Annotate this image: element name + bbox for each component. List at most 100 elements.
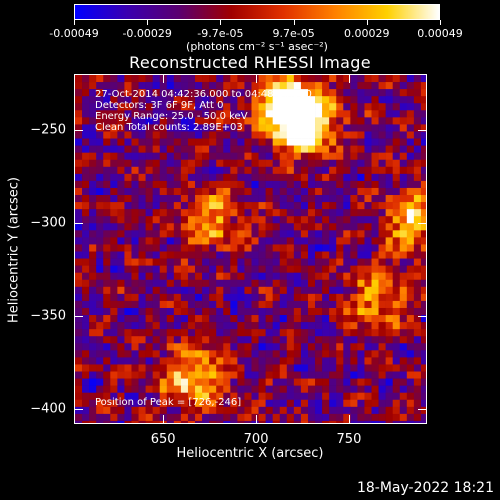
heatmap-cell — [329, 117, 337, 125]
heatmap-cell — [223, 286, 231, 295]
heatmap-cell — [166, 364, 175, 372]
heatmap-cell — [336, 350, 344, 358]
heatmap-cell — [230, 343, 238, 351]
heatmap-cell — [399, 406, 408, 415]
heatmap-cell — [258, 75, 266, 83]
heatmap-cell — [96, 364, 104, 372]
heatmap-cell — [399, 103, 408, 111]
heatmap-cell — [371, 230, 379, 238]
heatmap-cell — [322, 103, 330, 111]
heatmap-cell — [180, 364, 189, 372]
image-plot-area[interactable]: 27-Oct-2014 04:42:36.000 to 04:48:36.000… — [74, 74, 427, 424]
heatmap-cell — [364, 315, 372, 323]
heatmap-cell — [258, 406, 266, 415]
heatmap-cell — [138, 293, 146, 302]
heatmap-cell — [173, 392, 182, 401]
heatmap-cell — [166, 279, 175, 288]
heatmap-cell — [124, 187, 132, 196]
heatmap-cell — [244, 230, 252, 238]
heatmap-cell — [392, 293, 401, 302]
heatmap-cell — [378, 413, 386, 422]
heatmap-cell — [406, 230, 415, 238]
heatmap-cell — [371, 202, 379, 210]
heatmap-cell — [103, 329, 111, 337]
heatmap-cell — [322, 216, 330, 224]
heatmap-cell — [399, 286, 408, 295]
heatmap-cell — [216, 350, 224, 358]
heatmap-cell — [329, 343, 337, 351]
heatmap-cell — [237, 159, 245, 168]
heatmap-cell — [413, 272, 422, 281]
heatmap-cell — [152, 286, 161, 295]
heatmap-cell — [124, 350, 132, 358]
heatmap-cell — [82, 180, 90, 189]
heatmap-cell — [180, 420, 189, 423]
heatmap-cell — [96, 166, 104, 175]
heatmap-cell — [322, 131, 330, 139]
heatmap-cell — [145, 131, 153, 139]
heatmap-cell — [406, 286, 415, 295]
heatmap-cell — [159, 89, 168, 97]
heatmap-cell — [279, 110, 288, 118]
heatmap-cell — [159, 279, 168, 288]
heatmap-cell — [159, 399, 168, 408]
heatmap-cell — [180, 223, 189, 231]
heatmap-cell — [138, 364, 146, 372]
heatmap-cell — [343, 96, 351, 104]
heatmap-cell — [420, 258, 426, 266]
heatmap-cell — [385, 385, 393, 393]
heatmap-cell — [392, 230, 401, 238]
heatmap-cell — [399, 138, 408, 146]
heatmap-cell — [307, 180, 316, 189]
heatmap-cell — [385, 166, 393, 175]
heatmap-cell — [392, 244, 401, 252]
heatmap-cell — [364, 364, 372, 372]
heatmap-cell — [89, 322, 97, 330]
heatmap-cell — [187, 173, 196, 182]
heatmap-cell — [300, 413, 309, 422]
heatmap-cell — [350, 420, 358, 423]
heatmap-cell — [258, 103, 266, 111]
heatmap-cell — [209, 138, 217, 146]
heatmap-cell — [159, 187, 168, 196]
heatmap-cell — [336, 152, 344, 161]
heatmap-cell — [399, 209, 408, 217]
heatmap-cell — [237, 343, 245, 351]
heatmap-cell — [293, 343, 302, 351]
heatmap-cell — [315, 117, 323, 125]
heatmap-cell — [131, 413, 139, 422]
heatmap-cell — [152, 216, 161, 224]
heatmap-cell — [272, 307, 281, 316]
heatmap-cell — [230, 152, 238, 161]
heatmap-cell — [223, 371, 231, 379]
heatmap-cell — [230, 364, 238, 372]
heatmap-cell — [420, 159, 426, 168]
heatmap-cell — [244, 180, 252, 189]
heatmap-cell — [244, 244, 252, 252]
heatmap-cell — [152, 336, 161, 344]
heatmap-cell — [265, 329, 273, 337]
heatmap-cell — [131, 258, 139, 266]
heatmap-cell — [300, 272, 309, 281]
heatmap-cell — [413, 251, 422, 259]
heatmap-cell — [173, 251, 182, 259]
heatmap-cell — [173, 357, 182, 365]
heatmap-cell — [202, 385, 210, 393]
heatmap-cell — [223, 209, 231, 217]
heatmap-cell — [350, 209, 358, 217]
heatmap-cell — [350, 399, 358, 408]
heatmap-cell — [385, 371, 393, 379]
heatmap-cell — [75, 357, 83, 365]
heatmap-cell — [251, 187, 259, 196]
heatmap-cell — [209, 195, 217, 203]
heatmap-cell — [138, 322, 146, 330]
heatmap-cell — [244, 237, 252, 245]
heatmap-cell — [180, 216, 189, 224]
heatmap-cell — [237, 216, 245, 224]
heatmap-cell — [131, 230, 139, 238]
heatmap-cell — [329, 300, 337, 309]
heatmap-cell — [82, 286, 90, 295]
heatmap-cell — [96, 187, 104, 196]
heatmap-cell — [187, 392, 196, 401]
heatmap-cell — [187, 385, 196, 393]
